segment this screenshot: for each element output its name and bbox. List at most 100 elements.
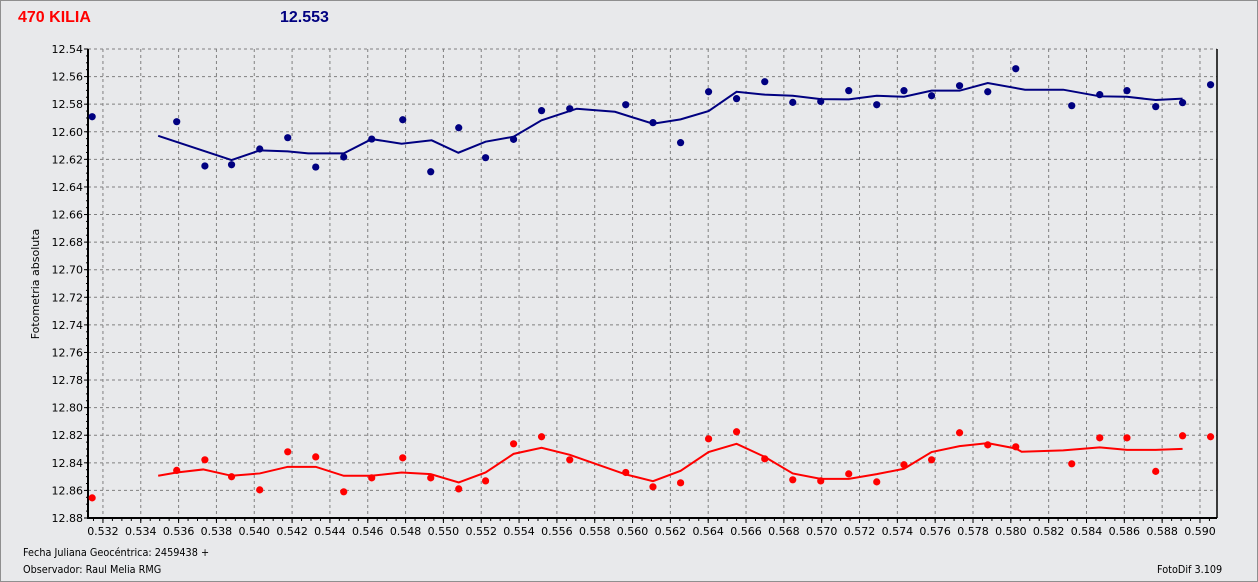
comparison-data-point xyxy=(927,456,936,464)
comparison-data-point xyxy=(88,494,96,502)
comparison-data-point xyxy=(427,474,435,482)
comparison-data-point xyxy=(284,448,292,456)
y-tick-label: 12.60 xyxy=(52,126,84,139)
comparison-data-point xyxy=(340,488,348,496)
object-data-point xyxy=(1178,99,1187,107)
comparison-data-point xyxy=(537,433,546,441)
comparison-data-point xyxy=(455,485,463,493)
x-tick-label: 0.546 xyxy=(352,525,384,538)
object-data-point xyxy=(1123,87,1131,95)
x-tick-label: 0.550 xyxy=(428,525,460,538)
y-axis-label: Fotometria absoluta xyxy=(29,229,42,340)
software-version: FotoDif 3.109 xyxy=(1157,563,1223,576)
object-data-point xyxy=(845,87,853,95)
y-tick-label: 12.84 xyxy=(52,457,84,470)
object-data-point xyxy=(227,161,236,169)
comparison-data-point xyxy=(789,476,797,484)
x-tick-label: 0.560 xyxy=(617,525,649,538)
comparison-data-point xyxy=(1206,433,1215,441)
comparison-data-point xyxy=(1123,434,1131,442)
comparison-data-point xyxy=(256,486,264,494)
x-tick-label: 0.588 xyxy=(1146,525,1178,538)
object-data-point xyxy=(368,135,376,143)
object-data-point xyxy=(1068,102,1076,110)
axes: 0.532 0.534 0.536 0.538 0.540 0.542 0.544 0.546… xyxy=(52,43,1218,538)
comparison-data-point xyxy=(368,474,376,482)
comparison-data-point xyxy=(761,455,769,463)
x-tick-label: 0.590 xyxy=(1184,525,1216,538)
y-tick-label: 12.80 xyxy=(52,402,84,415)
x-tick-label: 0.566 xyxy=(730,525,762,538)
observer-label: Observador: Raul Melia RMG xyxy=(23,563,162,576)
comparison-data-point xyxy=(676,479,685,487)
object-data-point xyxy=(704,88,713,96)
y-tick-label: 12.70 xyxy=(52,264,84,277)
x-tick-label: 0.538 xyxy=(201,525,233,538)
object-data-point xyxy=(455,124,463,132)
object-data-point xyxy=(900,87,908,95)
object-trend-line xyxy=(157,82,1183,162)
comparison-data-point xyxy=(900,461,908,469)
object-data-point xyxy=(1206,81,1215,89)
comparison-data-point xyxy=(817,477,825,485)
mean-magnitude-title: 12.553 xyxy=(280,9,329,26)
comparison-data-point xyxy=(873,478,881,486)
comparison-data-point xyxy=(732,428,741,436)
x-tick-label: 0.554 xyxy=(503,525,535,538)
x-tick-label: 0.540 xyxy=(239,525,271,538)
object-data-point xyxy=(1096,91,1104,99)
object-data-point xyxy=(284,134,292,142)
y-tick-label: 12.88 xyxy=(52,512,84,525)
object-data-point xyxy=(1012,65,1020,73)
x-tick-label: 0.578 xyxy=(957,525,989,538)
comparison-data-point xyxy=(227,473,236,481)
object-data-point xyxy=(622,101,630,109)
x-tick-label: 0.574 xyxy=(882,525,914,538)
x-tick-label: 0.532 xyxy=(87,525,119,538)
object-data-point xyxy=(873,101,881,109)
object-data-point xyxy=(676,139,685,147)
comparison-data-point xyxy=(312,453,320,461)
x-tick-label: 0.572 xyxy=(844,525,876,538)
object-name-title: 470 KILIA xyxy=(18,9,91,26)
object-data-point xyxy=(566,105,574,113)
comparison-data-point xyxy=(201,456,209,464)
x-tick-label: 0.534 xyxy=(125,525,157,538)
object-data-point xyxy=(340,153,348,161)
object-data-point xyxy=(312,163,320,171)
comparison-data-point xyxy=(984,441,992,449)
y-tick-label: 12.58 xyxy=(52,98,84,111)
y-tick-label: 12.76 xyxy=(52,346,84,359)
object-data-point xyxy=(1152,103,1160,111)
object-data-point xyxy=(761,78,769,86)
x-tick-label: 0.570 xyxy=(806,525,838,538)
comparison-data-point xyxy=(704,435,713,443)
comparison-data-point xyxy=(173,466,181,475)
object-data-point xyxy=(817,97,825,106)
comparison-data-point xyxy=(1096,434,1104,442)
comparison-data-point xyxy=(955,429,964,437)
y-tick-label: 12.62 xyxy=(52,153,84,166)
y-tick-label: 12.56 xyxy=(52,71,84,84)
object-data-point xyxy=(256,145,264,153)
object-data-point xyxy=(955,82,964,90)
y-tick-label: 12.74 xyxy=(52,319,84,332)
y-tick-label: 12.78 xyxy=(52,374,84,387)
object-data-point xyxy=(732,95,741,103)
series-layer xyxy=(88,65,1215,502)
object-data-point xyxy=(201,162,209,170)
x-tick-label: 0.544 xyxy=(314,525,346,538)
comparison-data-point xyxy=(845,470,853,478)
y-tick-label: 12.66 xyxy=(52,209,84,222)
object-data-point xyxy=(537,107,546,115)
grid xyxy=(88,48,1217,519)
x-tick-label: 0.564 xyxy=(692,525,724,538)
object-data-point xyxy=(173,118,181,126)
x-tick-label: 0.580 xyxy=(995,525,1027,538)
y-tick-label: 12.86 xyxy=(52,484,84,497)
x-tick-label: 0.548 xyxy=(390,525,422,538)
object-data-point xyxy=(509,135,518,143)
comparison-data-point xyxy=(1012,443,1020,451)
comparison-data-point xyxy=(481,477,490,485)
